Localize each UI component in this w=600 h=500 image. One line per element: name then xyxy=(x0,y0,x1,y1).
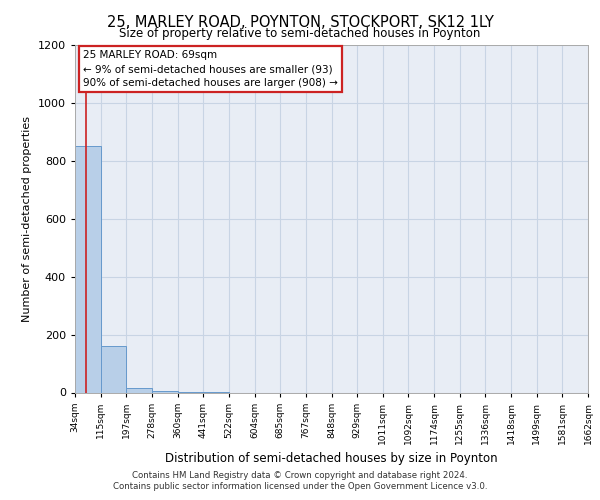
Text: 25 MARLEY ROAD: 69sqm
← 9% of semi-detached houses are smaller (93)
90% of semi-: 25 MARLEY ROAD: 69sqm ← 9% of semi-detac… xyxy=(83,50,338,88)
X-axis label: Distribution of semi-detached houses by size in Poynton: Distribution of semi-detached houses by … xyxy=(165,452,498,465)
Text: Contains HM Land Registry data © Crown copyright and database right 2024.: Contains HM Land Registry data © Crown c… xyxy=(132,471,468,480)
Bar xyxy=(152,391,178,392)
Bar xyxy=(127,388,152,392)
Text: Size of property relative to semi-detached houses in Poynton: Size of property relative to semi-detach… xyxy=(119,28,481,40)
Text: Contains public sector information licensed under the Open Government Licence v3: Contains public sector information licen… xyxy=(113,482,487,491)
Bar xyxy=(75,146,101,392)
Text: 25, MARLEY ROAD, POYNTON, STOCKPORT, SK12 1LY: 25, MARLEY ROAD, POYNTON, STOCKPORT, SK1… xyxy=(107,15,493,30)
Y-axis label: Number of semi-detached properties: Number of semi-detached properties xyxy=(22,116,32,322)
Bar xyxy=(101,346,127,393)
